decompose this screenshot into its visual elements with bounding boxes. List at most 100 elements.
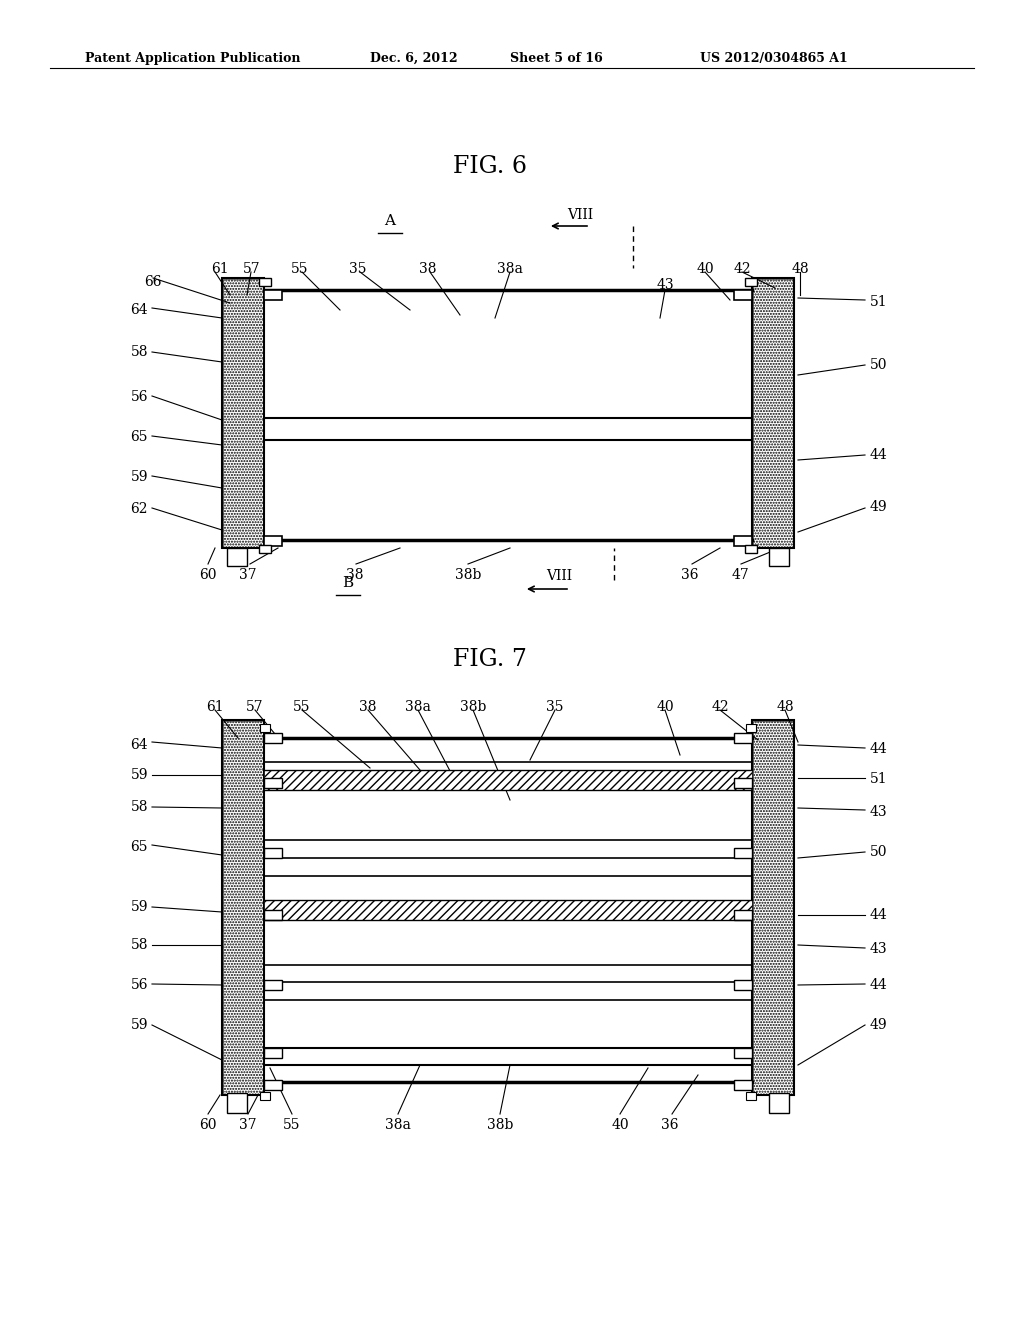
Bar <box>264 290 282 300</box>
Text: 59: 59 <box>130 1018 148 1032</box>
Text: 61: 61 <box>206 700 224 714</box>
Bar <box>264 909 282 920</box>
Text: 42: 42 <box>733 261 751 276</box>
Bar <box>734 777 752 788</box>
Bar <box>222 279 264 548</box>
Bar <box>769 1093 790 1113</box>
Text: VIII: VIII <box>567 209 593 222</box>
Bar <box>746 723 756 733</box>
Bar <box>753 279 793 546</box>
Text: 61: 61 <box>211 261 228 276</box>
Text: 44: 44 <box>870 447 888 462</box>
Text: VIII: VIII <box>546 569 572 583</box>
Text: 38b: 38b <box>486 1118 513 1133</box>
Bar <box>746 1092 756 1100</box>
Text: 44: 44 <box>870 908 888 921</box>
Text: Sheet 5 of 16: Sheet 5 of 16 <box>510 51 603 65</box>
Text: 55: 55 <box>291 261 309 276</box>
Text: Dec. 6, 2012: Dec. 6, 2012 <box>370 51 458 65</box>
Bar <box>752 719 794 1096</box>
Text: 38b: 38b <box>455 568 481 582</box>
Text: 49: 49 <box>870 1018 888 1032</box>
Bar <box>259 545 271 553</box>
Text: 40: 40 <box>611 1118 629 1133</box>
Bar <box>734 733 752 743</box>
Bar <box>264 777 282 788</box>
Bar <box>745 279 757 286</box>
Text: 38: 38 <box>419 261 437 276</box>
Bar <box>227 548 247 566</box>
Text: 57: 57 <box>243 261 261 276</box>
Text: A: A <box>384 214 395 228</box>
Text: B: B <box>342 576 353 590</box>
Bar <box>753 721 793 1094</box>
Bar <box>734 979 752 990</box>
Text: 60: 60 <box>200 1118 217 1133</box>
Text: 64: 64 <box>130 304 148 317</box>
Text: 38: 38 <box>346 568 364 582</box>
Text: 38b: 38b <box>460 700 486 714</box>
Bar <box>264 900 752 920</box>
Bar <box>734 290 752 300</box>
Text: 56: 56 <box>130 389 148 404</box>
Bar <box>223 721 263 1094</box>
Bar <box>264 1048 282 1059</box>
Text: 59: 59 <box>130 768 148 781</box>
Text: 44: 44 <box>870 978 888 993</box>
Text: FIG. 6: FIG. 6 <box>453 154 527 178</box>
Text: 60: 60 <box>200 568 217 582</box>
Text: 43: 43 <box>656 279 674 292</box>
Bar <box>264 979 282 990</box>
Text: 62: 62 <box>130 502 148 516</box>
Text: 38a: 38a <box>385 1118 411 1133</box>
Text: Patent Application Publication: Patent Application Publication <box>85 51 300 65</box>
Text: 58: 58 <box>130 939 148 952</box>
Bar <box>734 536 752 546</box>
Bar <box>734 1080 752 1090</box>
Text: 65: 65 <box>130 430 148 444</box>
Text: 55: 55 <box>284 1118 301 1133</box>
Text: 43: 43 <box>870 805 888 818</box>
Text: 59: 59 <box>130 900 148 913</box>
Bar <box>753 721 793 1094</box>
Bar <box>223 279 263 546</box>
Text: 49: 49 <box>870 500 888 513</box>
Bar <box>264 536 282 546</box>
Text: 48: 48 <box>792 261 809 276</box>
Bar <box>734 1048 752 1059</box>
Text: 57: 57 <box>246 700 264 714</box>
Text: 44: 44 <box>870 742 888 756</box>
Text: 42: 42 <box>712 700 729 714</box>
Bar <box>734 847 752 858</box>
Bar <box>769 548 790 566</box>
Text: 51: 51 <box>870 294 888 309</box>
Text: 37: 37 <box>240 568 257 582</box>
Text: 43: 43 <box>870 942 888 956</box>
Bar <box>264 770 752 789</box>
Text: 38: 38 <box>359 700 377 714</box>
Text: 36: 36 <box>681 568 698 582</box>
Bar <box>260 1092 270 1100</box>
Text: US 2012/0304865 A1: US 2012/0304865 A1 <box>700 51 848 65</box>
Text: 40: 40 <box>656 700 674 714</box>
Text: 38a: 38a <box>497 261 523 276</box>
Bar <box>745 545 757 553</box>
Text: 51: 51 <box>870 772 888 785</box>
Bar <box>264 847 282 858</box>
Bar <box>227 1093 247 1113</box>
Text: 37: 37 <box>240 1118 257 1133</box>
Text: 58: 58 <box>130 345 148 359</box>
Bar <box>264 733 282 743</box>
Bar <box>752 279 794 548</box>
Bar <box>259 279 271 286</box>
Text: 35: 35 <box>349 261 367 276</box>
Text: 50: 50 <box>870 845 888 859</box>
Bar <box>753 279 793 546</box>
Text: 55: 55 <box>293 700 310 714</box>
Text: 40: 40 <box>696 261 714 276</box>
Text: FIG. 7: FIG. 7 <box>453 648 527 671</box>
Text: 38a: 38a <box>406 700 431 714</box>
Bar <box>223 279 263 546</box>
Text: 56: 56 <box>130 978 148 993</box>
Text: 35: 35 <box>546 700 564 714</box>
